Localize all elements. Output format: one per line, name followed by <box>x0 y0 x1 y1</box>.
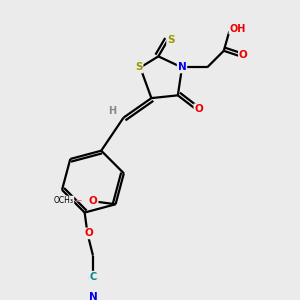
Text: N: N <box>88 292 98 300</box>
Text: OCH₃: OCH₃ <box>54 196 74 205</box>
Text: O: O <box>194 104 203 114</box>
Text: N: N <box>178 62 186 73</box>
Text: O: O <box>85 228 93 239</box>
Text: S: S <box>135 62 142 73</box>
Text: O: O <box>89 196 98 206</box>
Text: S: S <box>167 35 175 45</box>
Text: OH: OH <box>229 23 246 34</box>
Text: C: C <box>89 272 97 282</box>
Text: O: O <box>239 50 248 60</box>
Text: methoxy: methoxy <box>76 200 83 201</box>
Text: H: H <box>108 106 116 116</box>
